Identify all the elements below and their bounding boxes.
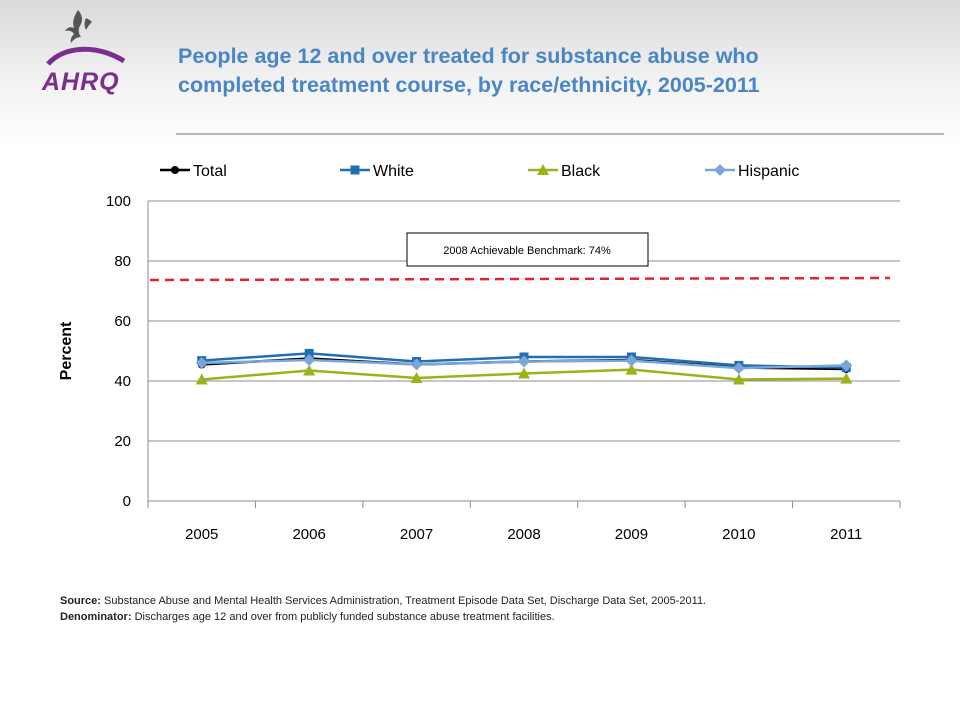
source-text: Substance Abuse and Mental Health Servic… <box>104 595 707 607</box>
title-line-2: completed treatment course, by race/ethn… <box>178 73 760 97</box>
source-note: Source: Substance Abuse and Mental Healt… <box>60 593 940 609</box>
data-point-hispanic <box>625 354 638 367</box>
legend-label-white: White <box>373 163 414 180</box>
benchmark-line <box>149 276 891 282</box>
x-tick-label: 2011 <box>830 526 862 543</box>
y-tick-label: 60 <box>114 313 131 330</box>
legend-marker-total <box>171 166 179 174</box>
series-hispanic <box>195 354 853 375</box>
denominator-label: Denominator: <box>60 611 132 623</box>
data-point-hispanic <box>303 354 316 366</box>
x-tick-label: 2010 <box>722 526 755 543</box>
denominator-text: Discharges age 12 and over from publicly… <box>134 611 555 623</box>
data-point-black <box>303 364 316 376</box>
data-point-black <box>410 372 423 383</box>
legend-item-hispanic: Hispanic <box>705 163 799 180</box>
legend-item-white: White <box>340 163 414 180</box>
data-point-black <box>625 363 638 375</box>
legend-label-hispanic: Hispanic <box>738 163 799 180</box>
data-point-hispanic <box>840 359 853 372</box>
data-point-black <box>518 367 530 379</box>
x-tick-label: 2009 <box>615 526 648 543</box>
hhs-eagle-icon <box>65 10 92 43</box>
x-tick-label: 2007 <box>400 526 433 543</box>
logo-swoosh <box>46 46 126 66</box>
chart-axes: 0 20 40 60 80 100 2005 2006 2007 2008 2009 2010 2011… <box>58 193 901 543</box>
chart-notes: Source: Substance Abuse and Mental Healt… <box>60 593 940 625</box>
data-point-hispanic <box>195 357 208 369</box>
y-tick-label: 80 <box>114 253 131 270</box>
data-point-black <box>732 373 745 385</box>
source-label: Source: <box>60 595 101 607</box>
legend-item-total: Total <box>160 163 227 180</box>
y-tick-label: 100 <box>106 193 131 210</box>
benchmark-label: 2008 Achievable Benchmark: 74% <box>443 245 611 257</box>
data-point-black <box>840 372 853 384</box>
benchmark-box <box>406 232 649 267</box>
page-title: People age 12 and over treated for subst… <box>178 42 938 100</box>
legend-marker-black <box>537 164 549 175</box>
data-point-hispanic <box>410 358 423 371</box>
logo-text: AHRQ <box>41 68 120 96</box>
chart-series <box>195 348 853 385</box>
denominator-note: Denominator: Discharges age 12 and over … <box>60 609 940 625</box>
y-tick-label: 20 <box>114 433 131 450</box>
y-axis-label: Percent <box>58 321 75 380</box>
data-point-hispanic <box>518 355 530 368</box>
x-tick-label: 2005 <box>185 526 218 543</box>
legend-marker-white <box>350 165 360 175</box>
data-point-white <box>304 348 314 358</box>
y-tick-label: 40 <box>114 373 131 390</box>
legend-item-black: Black <box>528 163 601 180</box>
x-tick-label: 2008 <box>507 526 540 543</box>
data-point-hispanic <box>732 362 745 375</box>
data-point-black <box>195 373 208 385</box>
series-black <box>195 363 853 385</box>
legend-label-black: Black <box>561 163 601 180</box>
title-divider <box>176 133 944 135</box>
title-line-1: People age 12 and over treated for subst… <box>178 44 759 68</box>
chart-legend: Total White Black Hispanic <box>160 163 799 180</box>
benchmark-group: 2008 Achievable Benchmark: 74% <box>149 232 891 282</box>
legend-marker-hispanic <box>714 164 726 176</box>
legend-label-total: Total <box>193 163 227 180</box>
x-tick-label: 2006 <box>292 526 325 543</box>
y-tick-label: 0 <box>123 493 131 510</box>
line-chart: Total White Black Hispanic 0 20 40 60 80 100 2005… <box>58 163 901 543</box>
ahrq-logo: AHRQ <box>41 10 126 96</box>
